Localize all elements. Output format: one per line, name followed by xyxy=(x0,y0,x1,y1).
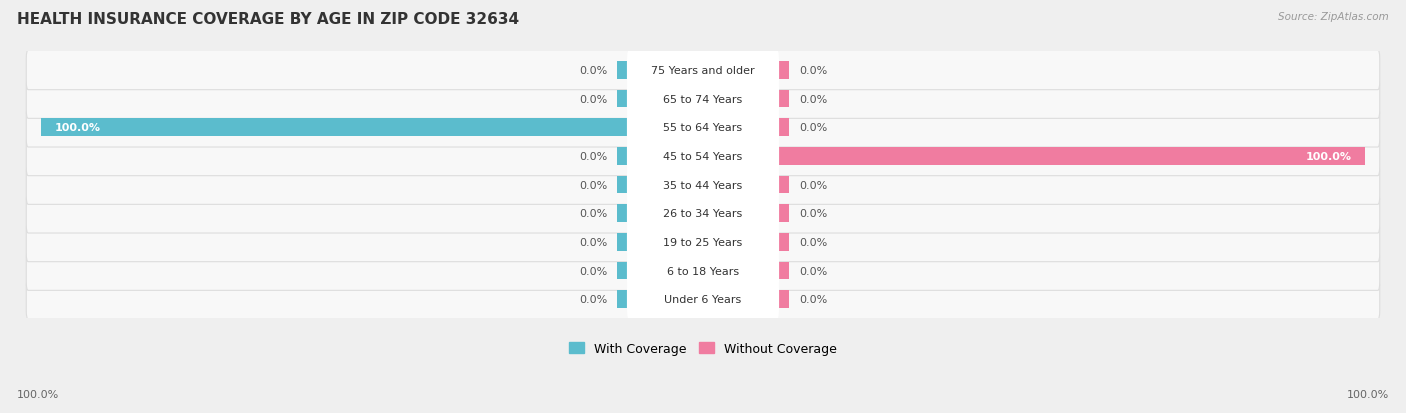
Text: 0.0%: 0.0% xyxy=(579,209,607,219)
FancyBboxPatch shape xyxy=(27,280,1379,319)
Text: 100.0%: 100.0% xyxy=(1347,389,1389,399)
Text: 100.0%: 100.0% xyxy=(1305,152,1351,161)
Bar xyxy=(617,90,703,108)
FancyBboxPatch shape xyxy=(27,251,1379,291)
Bar xyxy=(703,62,789,80)
Text: 6 to 18 Years: 6 to 18 Years xyxy=(666,266,740,276)
Text: 0.0%: 0.0% xyxy=(579,152,607,161)
Bar xyxy=(617,291,703,309)
FancyBboxPatch shape xyxy=(627,78,779,121)
Text: 0.0%: 0.0% xyxy=(799,94,827,104)
FancyBboxPatch shape xyxy=(27,223,1379,262)
Text: 0.0%: 0.0% xyxy=(579,266,607,276)
Text: Source: ZipAtlas.com: Source: ZipAtlas.com xyxy=(1278,12,1389,22)
Bar xyxy=(703,205,789,223)
Bar xyxy=(703,233,789,251)
FancyBboxPatch shape xyxy=(627,163,779,207)
FancyBboxPatch shape xyxy=(627,49,779,93)
Bar xyxy=(703,176,789,194)
Text: 55 to 64 Years: 55 to 64 Years xyxy=(664,123,742,133)
Bar xyxy=(617,148,703,165)
Bar xyxy=(703,90,789,108)
Text: 0.0%: 0.0% xyxy=(799,209,827,219)
FancyBboxPatch shape xyxy=(27,194,1379,233)
Text: 0.0%: 0.0% xyxy=(799,66,827,76)
Text: 26 to 34 Years: 26 to 34 Years xyxy=(664,209,742,219)
Text: HEALTH INSURANCE COVERAGE BY AGE IN ZIP CODE 32634: HEALTH INSURANCE COVERAGE BY AGE IN ZIP … xyxy=(17,12,519,27)
Text: 75 Years and older: 75 Years and older xyxy=(651,66,755,76)
Text: 0.0%: 0.0% xyxy=(579,180,607,190)
Bar xyxy=(617,205,703,223)
Text: 35 to 44 Years: 35 to 44 Years xyxy=(664,180,742,190)
Text: 0.0%: 0.0% xyxy=(799,180,827,190)
Bar xyxy=(703,291,789,309)
Bar xyxy=(617,262,703,280)
Text: 0.0%: 0.0% xyxy=(799,266,827,276)
Bar xyxy=(703,119,789,137)
Bar xyxy=(703,262,789,280)
Bar xyxy=(617,176,703,194)
Text: 0.0%: 0.0% xyxy=(579,294,607,304)
Text: 0.0%: 0.0% xyxy=(579,94,607,104)
FancyBboxPatch shape xyxy=(27,137,1379,176)
FancyBboxPatch shape xyxy=(27,108,1379,148)
FancyBboxPatch shape xyxy=(627,192,779,235)
FancyBboxPatch shape xyxy=(627,106,779,150)
Text: 65 to 74 Years: 65 to 74 Years xyxy=(664,94,742,104)
FancyBboxPatch shape xyxy=(27,80,1379,119)
FancyBboxPatch shape xyxy=(627,135,779,178)
Bar xyxy=(703,148,1365,165)
Text: 0.0%: 0.0% xyxy=(799,294,827,304)
FancyBboxPatch shape xyxy=(27,51,1379,90)
Text: 19 to 25 Years: 19 to 25 Years xyxy=(664,237,742,247)
Text: 0.0%: 0.0% xyxy=(579,237,607,247)
Text: 0.0%: 0.0% xyxy=(579,66,607,76)
Bar xyxy=(41,119,703,137)
FancyBboxPatch shape xyxy=(27,165,1379,205)
Bar xyxy=(617,233,703,251)
Text: 0.0%: 0.0% xyxy=(799,123,827,133)
Text: 100.0%: 100.0% xyxy=(55,123,101,133)
FancyBboxPatch shape xyxy=(627,221,779,264)
Legend: With Coverage, Without Coverage: With Coverage, Without Coverage xyxy=(564,337,842,360)
FancyBboxPatch shape xyxy=(627,278,779,321)
Text: Under 6 Years: Under 6 Years xyxy=(665,294,741,304)
Text: 100.0%: 100.0% xyxy=(17,389,59,399)
Text: 45 to 54 Years: 45 to 54 Years xyxy=(664,152,742,161)
FancyBboxPatch shape xyxy=(627,249,779,293)
Bar xyxy=(617,62,703,80)
Text: 0.0%: 0.0% xyxy=(799,237,827,247)
